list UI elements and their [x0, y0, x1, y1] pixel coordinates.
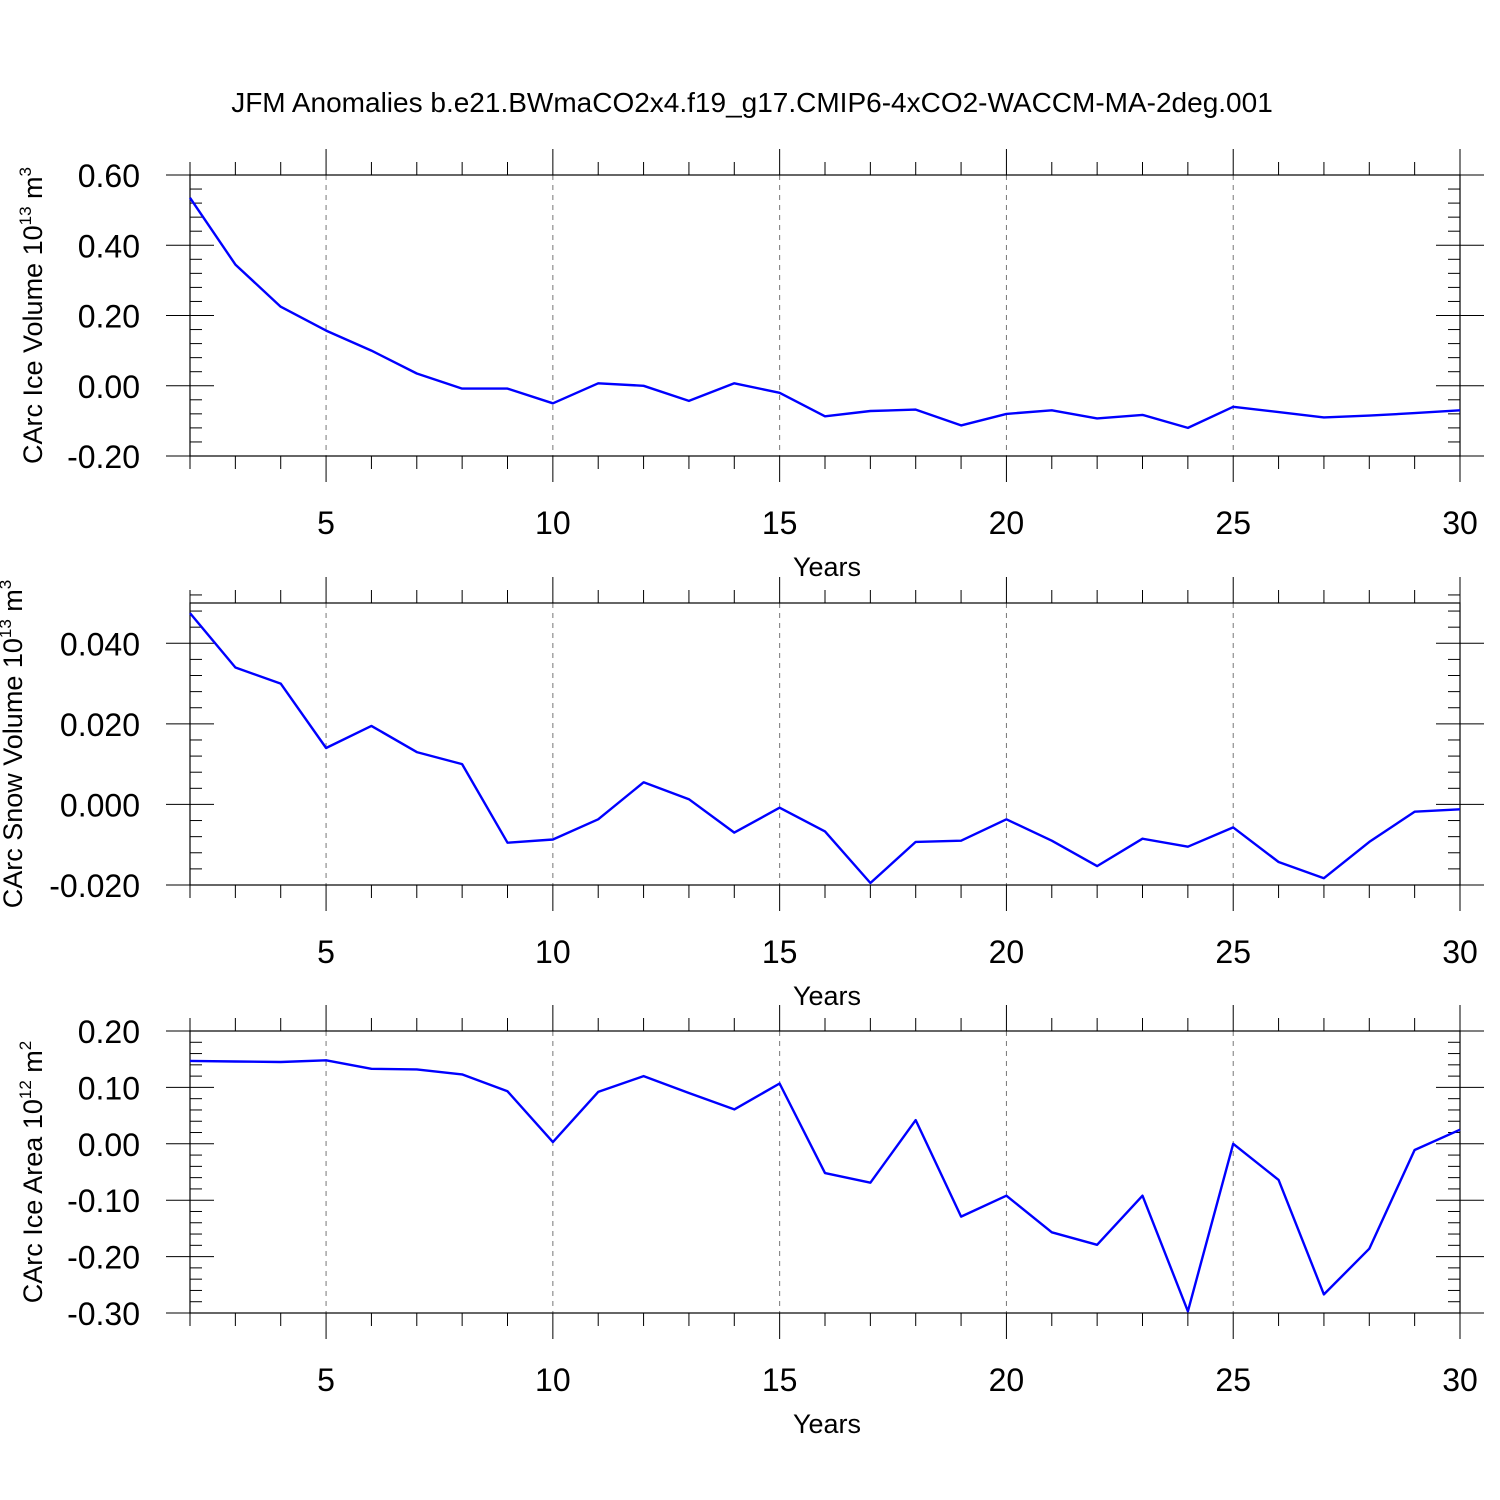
y-tick-label: -0.20 — [67, 439, 140, 475]
y-axis-label-part: m — [18, 176, 48, 206]
x-tick-label: 10 — [535, 1362, 571, 1398]
x-tick-label: 20 — [989, 1362, 1025, 1398]
y-tick-label: 0.040 — [60, 626, 140, 662]
x-axis-label: Years — [793, 981, 861, 1011]
x-tick-label: 15 — [762, 505, 798, 541]
y-axis-label: CArc Ice Area 1012 m2 — [16, 1041, 48, 1304]
y-tick-label: 0.020 — [60, 707, 140, 743]
y-axis-label-superscript: 2 — [16, 1041, 35, 1050]
y-axis-label-part: CArc Ice Volume 10 — [18, 225, 48, 464]
y-tick-label: -0.020 — [49, 868, 140, 904]
x-tick-label: 30 — [1442, 1362, 1478, 1398]
x-tick-label: 25 — [1215, 934, 1251, 970]
plot-frame — [189, 602, 1461, 886]
panel-3: 5 10 15 20 25 30 -0.30 -0.20 -0.10 0.00 0.10 0.20 Ye… — [16, 1005, 1484, 1439]
y-axis-label-part: m — [0, 589, 28, 619]
y-axis-label-part: CArc Ice Area 10 — [18, 1099, 48, 1303]
y-tick-label: 0.20 — [78, 299, 140, 335]
y-axis-label-superscript: 13 — [0, 619, 15, 638]
x-tick-label: 25 — [1215, 505, 1251, 541]
y-axis-label-part: CArc Snow Volume 10 — [0, 638, 28, 908]
panels: 5 10 15 20 25 30-0.200.000.200.400.60YearsCAr… — [0, 149, 1484, 1439]
x-axis-label: Years — [793, 552, 861, 582]
chart-title: JFM Anomalies b.e21.BWmaCO2x4.f19_g17.CM… — [231, 87, 1273, 118]
y-tick-label: 0.60 — [78, 158, 140, 194]
y-tick-label: 0.20 — [78, 1014, 140, 1050]
plot-frame — [189, 1030, 1461, 1314]
y-tick-label: -0.20 — [67, 1240, 140, 1276]
y-tick-label: 0.00 — [78, 369, 140, 405]
y-tick-label: -0.30 — [67, 1296, 140, 1332]
x-tick-label: 5 — [317, 934, 335, 970]
x-tick-label: 20 — [989, 505, 1025, 541]
plot-frame — [189, 174, 1461, 457]
series-line — [189, 612, 1461, 885]
x-tick-label: 30 — [1442, 934, 1478, 970]
y-tick-label: -0.10 — [67, 1183, 140, 1219]
y-axis-label: CArc Ice Volume 1013 m3 — [16, 167, 48, 464]
x-tick-label: 15 — [762, 1362, 798, 1398]
series-line — [189, 197, 1461, 430]
y-axis-label-superscript: 13 — [16, 206, 35, 225]
x-axis-label: Years — [793, 1409, 861, 1439]
x-tick-label: 30 — [1442, 505, 1478, 541]
x-tick-label: 20 — [989, 934, 1025, 970]
y-axis-label-superscript: 3 — [16, 167, 35, 176]
y-axis-label-part: m — [18, 1050, 48, 1080]
y-axis-label-superscript: 3 — [0, 580, 15, 589]
y-axis-label-superscript: 12 — [16, 1080, 35, 1099]
x-tick-label: 5 — [317, 505, 335, 541]
y-tick-label: 0.10 — [78, 1070, 140, 1106]
x-tick-label: 25 — [1215, 1362, 1251, 1398]
y-tick-label: 0.000 — [60, 787, 140, 823]
x-tick-label: 10 — [535, 505, 571, 541]
y-axis-label: CArc Snow Volume 1013 m3 — [0, 580, 28, 909]
panel-1: 5 10 15 20 25 30 -0.20 0.00 0.20 0.40 0.60 Years CAr… — [16, 149, 1484, 582]
y-tick-label: 0.00 — [78, 1127, 140, 1163]
y-tick-label: 0.40 — [78, 228, 140, 264]
panel-2: 5 10 15 20 25 30 -0.020 0.000 0.020 0.040 Years CAr… — [0, 577, 1484, 1011]
series-line — [189, 1059, 1461, 1313]
x-tick-label: 15 — [762, 934, 798, 970]
x-tick-label: 5 — [317, 1362, 335, 1398]
x-tick-label: 10 — [535, 934, 571, 970]
